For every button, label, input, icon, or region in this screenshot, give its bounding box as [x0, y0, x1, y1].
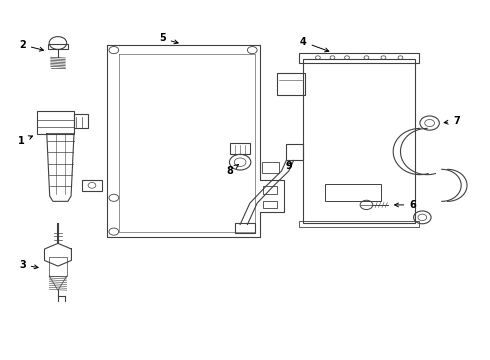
- Text: 1: 1: [18, 136, 32, 146]
- Text: 9: 9: [285, 161, 292, 171]
- Text: 3: 3: [19, 260, 38, 270]
- Text: 6: 6: [394, 200, 416, 210]
- Text: 2: 2: [19, 40, 44, 51]
- Text: 5: 5: [159, 33, 178, 44]
- Text: 4: 4: [300, 37, 329, 52]
- Text: 7: 7: [444, 116, 460, 126]
- Text: 8: 8: [226, 165, 238, 176]
